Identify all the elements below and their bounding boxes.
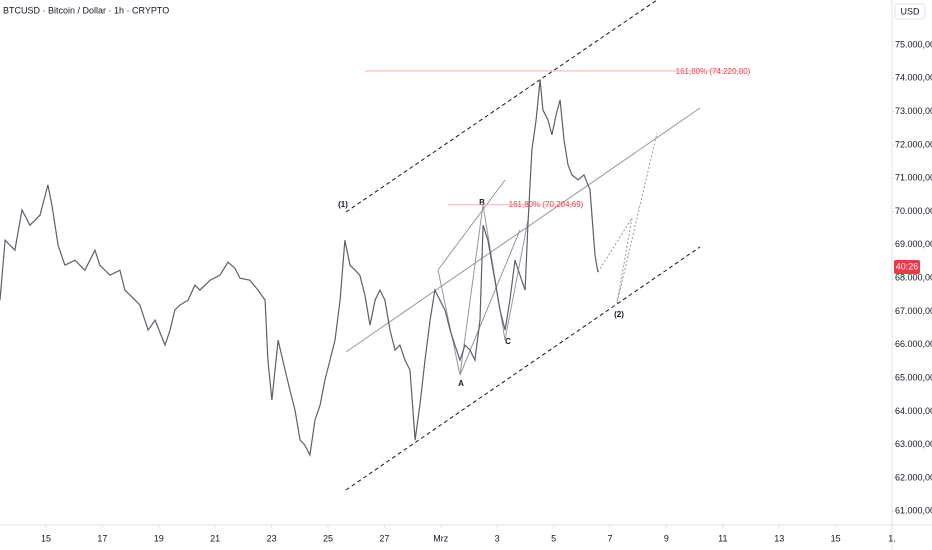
wave-label: A (458, 379, 464, 388)
y-tick-label: 64.000,00 (895, 406, 932, 416)
price-tag (894, 260, 920, 274)
channel-mid (345, 107, 701, 353)
x-tick-label: 7 (607, 533, 612, 543)
y-tick-label: 66.000,00 (895, 339, 932, 349)
y-tick-label: 71.000,00 (895, 173, 932, 183)
y-tick-label: 61.000,00 (895, 506, 932, 516)
channel-lower (345, 246, 701, 491)
wave-label: C (505, 337, 511, 346)
wave-label: B (479, 198, 485, 207)
price-line (0, 79, 599, 457)
x-tick-label: 5 (551, 533, 556, 543)
symbol-title: BTCUSD · Bitcoin / Dollar · 1h · CRYPTO (3, 5, 169, 15)
y-tick-label: 73.000,00 (895, 106, 932, 116)
y-tick-label: 75.000,00 (895, 39, 932, 49)
wave-label: (1) (338, 200, 348, 209)
x-tick-label: Mrz (433, 533, 448, 543)
y-tick-label: 72.000,00 (895, 139, 932, 149)
price-tag-text: 40:26 (896, 261, 919, 271)
x-tick-label: 1. (888, 533, 896, 543)
x-tick-label: 15 (831, 533, 841, 543)
y-tick-label: 74.000,00 (895, 73, 932, 83)
x-tick-label: 15 (41, 533, 51, 543)
x-tick-label: 21 (210, 533, 220, 543)
x-tick-label: 27 (379, 533, 389, 543)
forecast-path (597, 132, 658, 304)
y-tick-label: 70.000,00 (895, 206, 932, 216)
x-tick-label: 9 (664, 533, 669, 543)
x-tick-label: 23 (267, 533, 277, 543)
x-tick-label: 25 (323, 533, 333, 543)
fib-label: 161,80% (74.220,80) (676, 67, 751, 76)
y-tick-label: 63.000,00 (895, 439, 932, 449)
y-tick-label: 68.000,00 (895, 273, 932, 283)
x-tick-label: 17 (97, 533, 107, 543)
x-tick-label: 13 (774, 533, 784, 543)
abc-line (437, 179, 506, 271)
currency-label[interactable]: USD (900, 6, 920, 16)
wave-label: (2) (614, 310, 624, 319)
y-tick-label: 69.000,00 (895, 239, 932, 249)
x-tick-label: 19 (154, 533, 164, 543)
y-tick-label: 65.000,00 (895, 372, 932, 382)
x-tick-label: 3 (495, 533, 500, 543)
x-tick-label: 11 (718, 533, 727, 543)
y-tick-label: 62.000,00 (895, 472, 932, 482)
y-tick-label: 67.000,00 (895, 306, 932, 316)
currency-button[interactable] (894, 3, 926, 20)
